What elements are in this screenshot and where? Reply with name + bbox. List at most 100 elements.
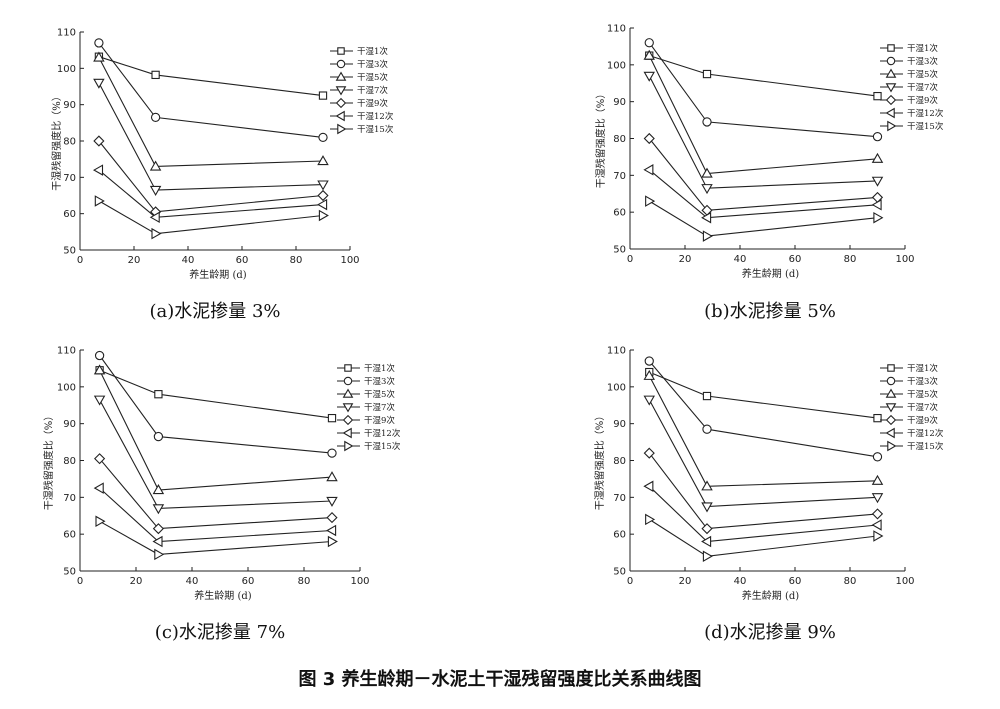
figure-title: 图 3 养生龄期－水泥土干湿残留强度比关系曲线图 bbox=[298, 668, 701, 690]
data-point bbox=[317, 189, 329, 202]
x-tick-label: 80 bbox=[298, 576, 311, 587]
series-line bbox=[98, 82, 324, 191]
legend-marker bbox=[336, 59, 346, 69]
panel-caption: (d)水泥掺量 9% bbox=[704, 622, 836, 643]
x-axis-label: 养生龄期 (d) bbox=[189, 268, 246, 281]
legend-label: 干湿9次 bbox=[907, 415, 938, 426]
legend-marker bbox=[885, 403, 897, 413]
data-point bbox=[151, 227, 162, 240]
y-tick-label: 110 bbox=[57, 346, 76, 357]
x-tick-label: 20 bbox=[130, 576, 143, 587]
data-point bbox=[93, 135, 105, 147]
x-tick-label: 20 bbox=[679, 254, 692, 265]
y-tick-label: 60 bbox=[613, 530, 626, 541]
data-point bbox=[643, 480, 654, 493]
data-point bbox=[317, 180, 329, 191]
legend-label: 干湿15次 bbox=[907, 441, 944, 452]
data-point bbox=[873, 530, 884, 542]
data-point bbox=[645, 513, 656, 526]
data-point bbox=[151, 70, 160, 80]
y-tick-label: 90 bbox=[63, 419, 76, 430]
y-tick-label: 110 bbox=[57, 28, 76, 39]
legend-marker bbox=[885, 94, 897, 106]
legend-marker bbox=[342, 414, 354, 426]
legend-marker bbox=[337, 123, 347, 135]
legend-label: 干湿3次 bbox=[907, 376, 938, 387]
data-point bbox=[318, 209, 329, 222]
legend-label: 干湿15次 bbox=[907, 121, 944, 132]
data-point bbox=[645, 195, 656, 207]
data-point bbox=[872, 132, 883, 142]
series-line bbox=[98, 42, 324, 138]
data-point bbox=[152, 535, 163, 548]
legend-label: 干湿5次 bbox=[907, 389, 938, 400]
y-tick-label: 100 bbox=[607, 60, 626, 71]
x-tick-label: 40 bbox=[182, 255, 195, 266]
x-tick-label: 100 bbox=[895, 576, 914, 587]
legend-marker bbox=[335, 110, 345, 122]
chart-panel-1: 50 60 70 80 90 100 110 0 20 40 60 80 100 养生龄期 (d) 干湿残留… bbox=[50, 28, 394, 323]
series-line bbox=[99, 399, 333, 509]
series-line bbox=[99, 369, 333, 419]
data-point bbox=[318, 132, 328, 143]
legend-marker bbox=[344, 440, 354, 452]
data-point bbox=[701, 167, 713, 178]
data-point bbox=[702, 391, 712, 401]
x-tick-label: 60 bbox=[789, 576, 802, 587]
data-point bbox=[149, 185, 162, 196]
x-tick-label: 80 bbox=[844, 576, 857, 587]
y-axis-label: 干湿残留强度比（%） bbox=[42, 411, 55, 511]
data-point bbox=[94, 38, 104, 48]
x-axis-label: 养生龄期 (d) bbox=[194, 589, 251, 602]
data-point bbox=[317, 198, 328, 211]
legend-marker bbox=[342, 427, 352, 439]
data-point bbox=[318, 91, 328, 100]
legend-label: 干湿1次 bbox=[907, 43, 938, 54]
data-point bbox=[873, 91, 882, 101]
y-tick-label: 50 bbox=[613, 245, 626, 256]
legend-label: 干湿12次 bbox=[907, 428, 944, 439]
data-point bbox=[93, 395, 106, 406]
data-point bbox=[154, 548, 165, 561]
data-point bbox=[643, 71, 655, 82]
y-tick-label: 50 bbox=[63, 567, 76, 578]
data-point bbox=[643, 132, 655, 145]
data-point bbox=[326, 512, 338, 524]
data-point bbox=[702, 230, 713, 242]
series-line bbox=[99, 487, 333, 543]
data-point bbox=[871, 199, 882, 211]
data-point bbox=[149, 160, 162, 171]
legend-label: 干湿12次 bbox=[364, 428, 401, 439]
x-tick-label: 0 bbox=[77, 255, 83, 266]
data-point bbox=[643, 447, 655, 459]
data-point bbox=[94, 350, 105, 361]
y-tick-label: 50 bbox=[63, 246, 76, 257]
data-point bbox=[873, 413, 882, 423]
legend-marker bbox=[887, 440, 897, 452]
series-line bbox=[648, 375, 878, 487]
series-line bbox=[648, 485, 878, 543]
data-point bbox=[326, 524, 337, 537]
x-tick-label: 80 bbox=[290, 255, 303, 266]
legend-label: 干湿12次 bbox=[907, 108, 944, 119]
x-axis-label: 养生龄期 (d) bbox=[742, 589, 799, 602]
data-point bbox=[643, 369, 655, 380]
series-line bbox=[648, 452, 878, 530]
y-tick-label: 60 bbox=[63, 209, 76, 220]
panel-caption: (c)水泥掺量 7% bbox=[155, 622, 285, 643]
legend-label: 干湿3次 bbox=[907, 56, 938, 67]
legend-marker bbox=[886, 376, 896, 386]
data-point bbox=[94, 195, 105, 207]
legend-marker bbox=[886, 56, 896, 66]
data-point bbox=[701, 502, 713, 513]
chart-panels: 50 60 70 80 90 100 110 0 20 40 60 80 100 养生龄期 (d) 干湿残留… bbox=[42, 24, 944, 644]
legend-marker bbox=[342, 388, 354, 398]
x-tick-label: 100 bbox=[340, 255, 359, 266]
x-tick-label: 100 bbox=[895, 254, 914, 265]
legend-label: 干湿3次 bbox=[364, 376, 395, 387]
data-point bbox=[150, 112, 161, 123]
data-point bbox=[872, 452, 883, 462]
